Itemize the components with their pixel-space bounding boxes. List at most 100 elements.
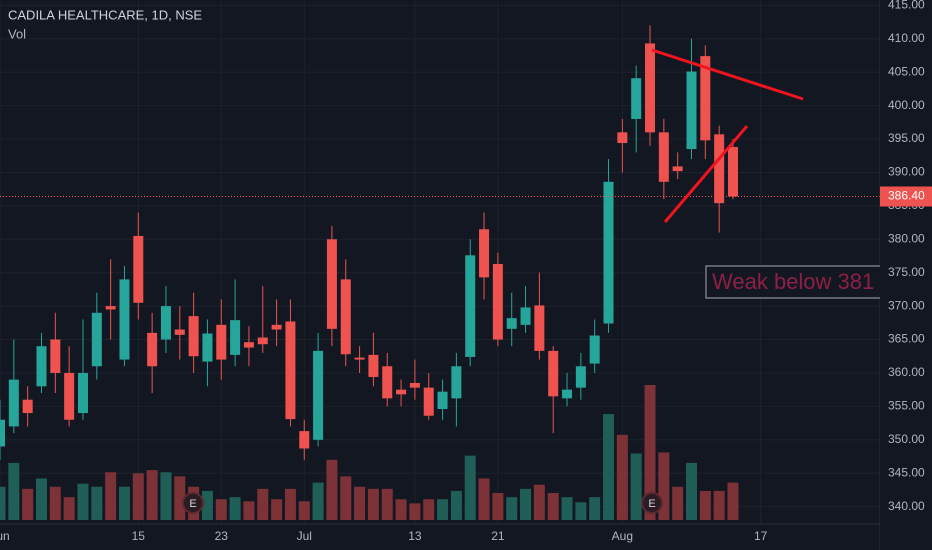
volume-bar [492,493,504,520]
candle-body [506,318,517,329]
candle-body [313,350,324,440]
candle-body [299,431,310,449]
candle-body [492,264,503,340]
y-tick-label: 390.00 [888,165,925,179]
y-tick-label: 400.00 [888,98,925,112]
volume-label: Vol [8,26,26,41]
candle-body [64,372,75,420]
volume-bar [22,488,34,520]
candle-body [562,389,573,399]
candle-body [174,329,185,335]
candle-body [8,379,19,427]
y-tick-label: 365.00 [888,332,925,346]
y-tick-label: 340.00 [888,499,925,513]
candle-body [133,235,144,303]
volume-bar [658,452,670,520]
volume-bar [381,488,393,520]
candle-body [368,354,379,377]
candle-body [631,78,642,119]
volume-bar [630,453,642,520]
candle-body [714,134,725,204]
volume-bar [561,497,573,520]
volume-bar [644,385,656,520]
candle-body [548,350,559,397]
price-label: 386.40 [888,189,925,203]
volume-bar [589,497,601,520]
x-tick-label: 23 [215,529,229,543]
annotation[interactable]: Weak below 381 [705,265,893,299]
candle-body [423,387,434,416]
x-tick-label: 13 [408,529,422,543]
x-tick-label: 15 [132,529,146,543]
candle-body [105,306,116,310]
candle-body [382,366,393,399]
marker-label: E [648,498,655,510]
price-axis-bg [880,0,932,550]
candle-body [575,366,586,388]
volume-bar [49,486,61,520]
candle-body [119,279,130,360]
volume-bar [257,488,269,520]
candle-body [520,307,531,325]
x-tick-label: Jul [297,529,312,543]
volume-bar [423,499,435,520]
volume-bar [450,490,462,520]
earnings-marker[interactable]: E [641,492,663,514]
candle-body [91,312,102,367]
candle-body [243,342,254,348]
candle-body [0,419,5,447]
candle-body [188,316,199,357]
volume-bar [727,482,739,520]
candle-body [230,320,241,355]
candle-body [451,366,462,399]
volume-bar [118,486,130,520]
volume-bar [174,476,186,520]
price-pane [0,25,880,460]
marker-circle [641,492,663,514]
annotation-text: Weak below 381 [712,269,874,294]
y-tick-label: 405.00 [888,64,925,78]
volume-bar [506,497,518,520]
volume-bar [284,488,296,520]
trend-line[interactable] [663,125,749,223]
candle-body [479,229,490,278]
candle-body [160,306,171,340]
candle-body [672,166,683,172]
volume-bar [8,462,20,520]
y-tick-label: 380.00 [888,231,925,245]
volume-bar [437,499,449,520]
marker-circle [182,492,204,514]
candle-body [465,255,476,357]
y-tick-label: 355.00 [888,399,925,413]
y-tick-label: 345.00 [888,465,925,479]
volume-bar [409,503,421,520]
volume-bar [63,497,75,520]
x-tick-label: Jun [0,529,10,543]
volume-bar [146,470,158,520]
volume-pane [0,385,739,520]
volume-bar [533,484,545,520]
volume-bar [243,501,255,520]
volume-bar [132,473,144,520]
candle-body [396,389,407,395]
volume-bar [713,490,725,520]
volume-bar [312,482,324,520]
chart-title: CADILA HEALTHCARE, 1D, NSE [8,7,202,22]
candle-body [658,132,669,182]
x-tick-label: 21 [491,529,505,543]
trend-line[interactable] [651,48,804,101]
volume-bar [616,434,628,520]
volume-bar [160,472,172,520]
candle-body [617,132,628,144]
y-tick-label: 360.00 [888,365,925,379]
earnings-marker[interactable]: E [182,492,204,514]
candle-body [700,56,711,141]
y-tick-label: 410.00 [888,31,925,45]
volume-bar [91,486,103,520]
volume-bar [77,483,89,520]
x-tick-label: 17 [754,529,768,543]
candle-body [22,399,33,414]
y-tick-label: 395.00 [888,131,925,145]
volume-bar [547,493,559,520]
